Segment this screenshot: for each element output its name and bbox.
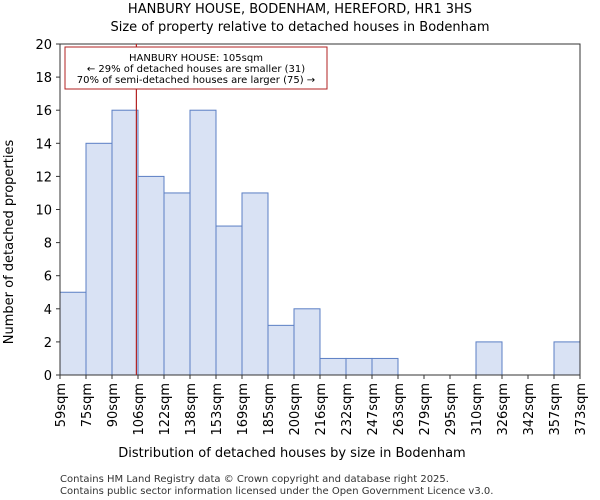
bar-200sqm	[293, 308, 321, 376]
x-tick-label-185sqm: 185sqm	[262, 383, 277, 436]
bar-169sqm	[241, 192, 269, 376]
bar-75sqm	[85, 142, 113, 376]
y-axis-ticks: 0 2 4 6 8 10 12 14 16 18 20	[35, 38, 60, 384]
bar-153sqm	[215, 225, 243, 376]
bar-122sqm	[163, 192, 191, 376]
x-tick-label-216sqm: 216sqm	[314, 383, 329, 436]
bar-59sqm	[59, 291, 87, 376]
x-tick-label-247sqm: 247sqm	[366, 383, 381, 436]
bar-357sqm	[553, 341, 581, 376]
x-tick-label-279sqm: 279sqm	[418, 383, 433, 436]
x-tick-label-200sqm: 200sqm	[288, 383, 303, 436]
bar-185sqm	[267, 324, 295, 376]
y-tick-label-14: 14	[35, 137, 52, 152]
annotation-frame	[64, 46, 328, 90]
y-tick-label-2: 2	[44, 336, 52, 351]
bar-106sqm	[137, 175, 165, 376]
x-tick-label-59sqm: 59sqm	[54, 383, 69, 427]
x-tick-label-75sqm: 75sqm	[80, 383, 95, 427]
x-tick-label-106sqm: 106sqm	[132, 383, 147, 436]
x-tick-label-326sqm: 326sqm	[496, 383, 511, 436]
x-tick-label-342sqm: 342sqm	[522, 383, 537, 436]
annotation-line-1: HANBURY HOUSE: 105sqm	[129, 53, 263, 64]
bar-216sqm	[319, 357, 347, 376]
y-tick-label-18: 18	[35, 71, 52, 86]
chart-title: HANBURY HOUSE, BODENHAM, HEREFORD, HR1 3…	[128, 2, 472, 17]
y-tick-label-10: 10	[35, 204, 52, 219]
footer-line-2: Contains public sector information licen…	[60, 486, 493, 497]
x-tick-label-122sqm: 122sqm	[158, 383, 173, 436]
x-tick-label-310sqm: 310sqm	[470, 383, 485, 436]
y-tick-label-20: 20	[35, 38, 52, 53]
x-tick-label-373sqm: 373sqm	[574, 383, 589, 436]
x-tick-label-138sqm: 138sqm	[184, 383, 199, 436]
x-tick-label-263sqm: 263sqm	[392, 383, 407, 436]
y-tick-label-0: 0	[44, 369, 52, 384]
x-tick-label-295sqm: 295sqm	[444, 383, 459, 436]
bar-138sqm	[189, 109, 217, 376]
x-tick-label-169sqm: 169sqm	[236, 383, 251, 436]
bar-90sqm	[111, 109, 139, 376]
y-tick-label-12: 12	[35, 170, 52, 185]
x-axis-ticks: 59sqm 75sqm 90sqm 106sqm 122sqm 138sqm 153sqm 1…	[54, 375, 589, 436]
bar-232sqm	[345, 357, 373, 376]
bars-group	[59, 109, 581, 376]
x-tick-label-232sqm: 232sqm	[340, 383, 355, 436]
annotation-line-2: ← 29% of detached houses are smaller (31…	[87, 64, 305, 75]
bar-247sqm	[371, 357, 399, 376]
chart-subtitle: Size of property relative to detached ho…	[110, 20, 489, 35]
y-tick-label-16: 16	[35, 104, 52, 119]
x-tick-label-153sqm: 153sqm	[210, 383, 225, 436]
x-tick-label-90sqm: 90sqm	[106, 383, 121, 427]
x-axis-label: Distribution of detached houses by size …	[118, 446, 465, 461]
y-tick-label-6: 6	[44, 270, 52, 285]
y-axis-label: Number of detached properties	[2, 140, 17, 345]
bar-310sqm	[475, 341, 503, 376]
y-tick-label-4: 4	[44, 303, 52, 318]
footer-line-1: Contains HM Land Registry data © Crown c…	[60, 474, 449, 485]
y-tick-label-8: 8	[44, 237, 52, 252]
annotation-box: HANBURY HOUSE: 105sqm ← 29% of detached …	[64, 46, 328, 90]
x-tick-label-357sqm: 357sqm	[548, 383, 563, 436]
annotation-line-3: 70% of semi-detached houses are larger (…	[77, 75, 315, 86]
plot-frame	[59, 43, 581, 376]
